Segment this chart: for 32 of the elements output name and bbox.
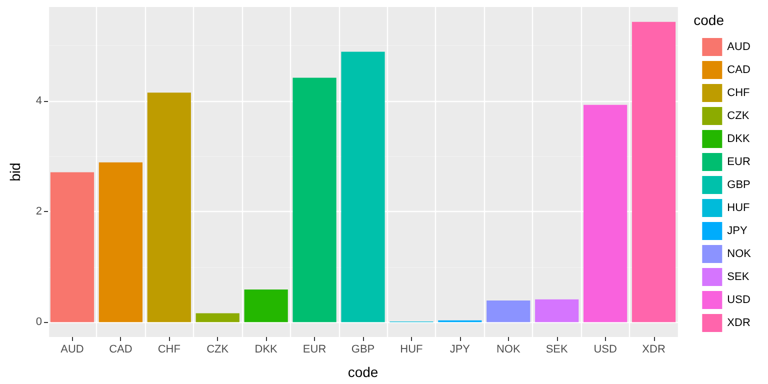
legend-title: code <box>694 12 724 28</box>
legend-label: HUF <box>727 202 750 214</box>
legend-label: CHF <box>727 87 750 99</box>
y-tick-label: 2 <box>36 206 42 218</box>
x-tick-label: JPY <box>450 344 471 356</box>
x-tick-label: DKK <box>254 344 278 356</box>
legend-label: CAD <box>727 64 750 76</box>
y-tick-label: 0 <box>36 316 42 328</box>
x-tick-label: USD <box>594 344 617 356</box>
x-tick-label: SEK <box>546 344 569 356</box>
x-tick-label: EUR <box>302 344 326 356</box>
legend-label: AUD <box>727 41 750 53</box>
y-tick-label: 4 <box>36 94 42 107</box>
legend-label: CZK <box>727 110 750 122</box>
legend-label: SEK <box>727 271 750 283</box>
legend-label: JPY <box>727 225 748 237</box>
x-tick-label: CAD <box>109 344 132 356</box>
x-tick-label: GBP <box>351 344 375 356</box>
x-tick-label: XDR <box>642 344 666 356</box>
legend-label: XDR <box>727 317 750 329</box>
legend-label: GBP <box>727 179 750 191</box>
y-axis-title: bid <box>7 162 23 182</box>
x-tick-label: AUD <box>60 344 84 356</box>
x-tick-label: CHF <box>158 344 181 356</box>
legend-label: DKK <box>727 133 750 145</box>
legend-label: EUR <box>727 156 750 168</box>
x-tick-label: HUF <box>400 344 424 356</box>
x-tick-label: NOK <box>496 344 521 356</box>
legend-label: NOK <box>727 248 752 260</box>
x-axis-title: code <box>348 364 378 380</box>
x-tick-label: CZK <box>206 344 230 356</box>
legend-label: USD <box>727 294 750 306</box>
